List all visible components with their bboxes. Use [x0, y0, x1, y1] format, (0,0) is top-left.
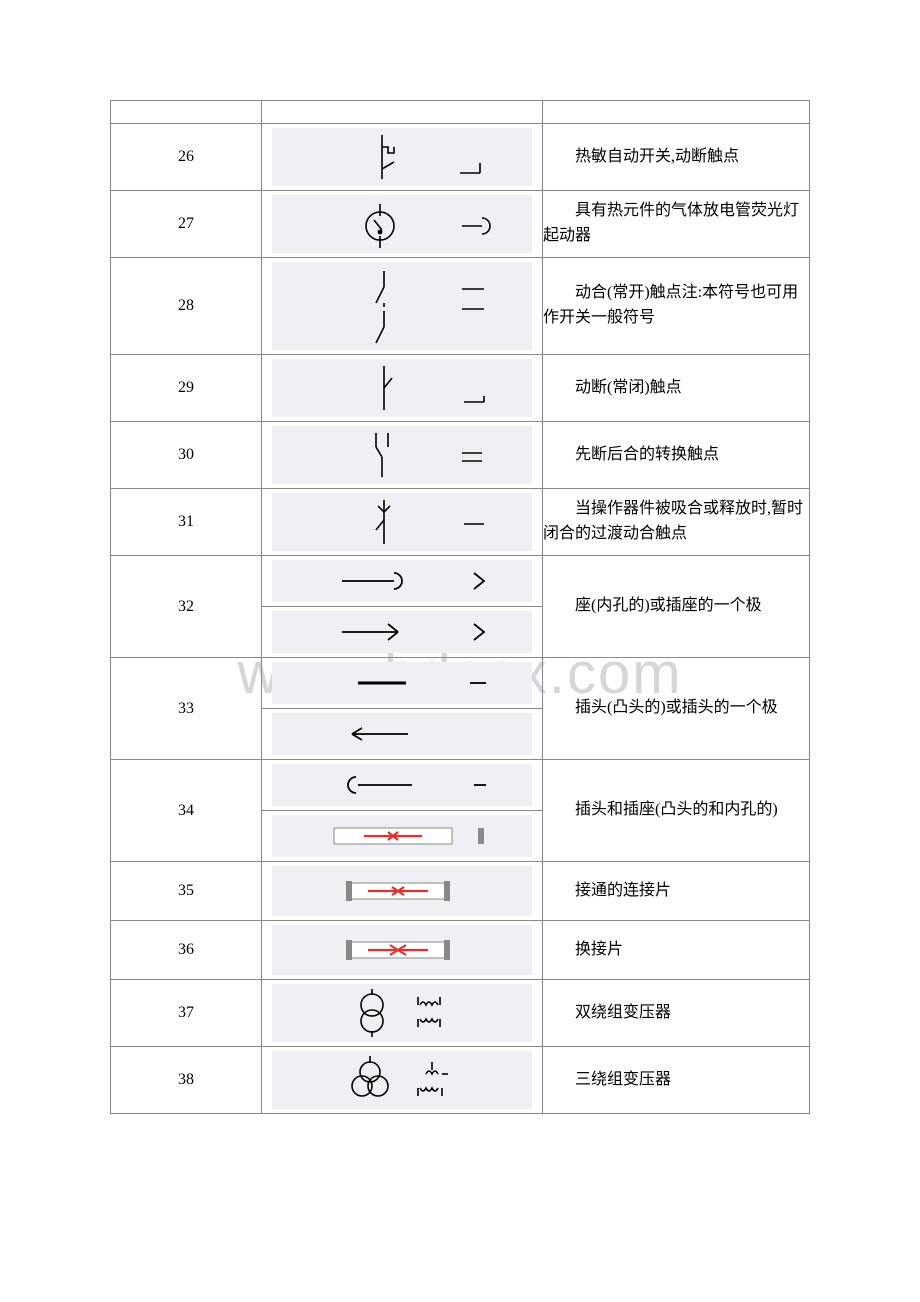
row-description: 热敏自动开关,动断触点 — [543, 124, 810, 191]
table-row: 34 插头和插座(凸头的和内孔的) — [111, 760, 810, 811]
symbol-fluorescent-starter — [272, 195, 532, 253]
row-number: 36 — [111, 921, 262, 980]
table-row: 28 — [111, 258, 810, 355]
row-number: 37 — [111, 980, 262, 1047]
symbol-socket-a — [272, 560, 532, 602]
row-description: 三绕组变压器 — [543, 1047, 810, 1114]
table-row: 31 当操作器件被吸合 — [111, 489, 810, 556]
table-row: 38 — [111, 1047, 810, 1114]
row-number: 28 — [111, 258, 262, 355]
row-number: 32 — [111, 556, 262, 658]
row-number: 38 — [111, 1047, 262, 1114]
symbol-changeover-contact — [272, 426, 532, 484]
symbol-connected-link — [272, 866, 532, 916]
table-row: 30 — [111, 422, 810, 489]
row-number: 26 — [111, 124, 262, 191]
row-number: 30 — [111, 422, 262, 489]
table-row: 36 换接片 — [111, 921, 810, 980]
row-description: 当操作器件被吸合或释放时,暂时闭合的过渡动合触点 — [543, 489, 810, 556]
table-row: 32 座(内孔的)或插座的一个极 — [111, 556, 810, 607]
row-description: 插头(凸头的)或插头的一个极 — [543, 658, 810, 760]
table-row: 37 — [111, 980, 810, 1047]
symbol-normally-closed-contact — [272, 359, 532, 417]
symbol-thermal-auto-switch — [272, 128, 532, 186]
row-description: 插头和插座(凸头的和内孔的) — [543, 760, 810, 862]
row-description: 动断(常闭)触点 — [543, 355, 810, 422]
row-number: 33 — [111, 658, 262, 760]
row-description: 接通的连接片 — [543, 862, 810, 921]
row-description: 具有热元件的气体放电管荧光灯起动器 — [543, 191, 810, 258]
symbol-socket-b — [272, 611, 532, 653]
row-number: 34 — [111, 760, 262, 862]
symbol-plug-a — [272, 662, 532, 704]
table-row: 33 插头(凸头的)或插头的一个极 — [111, 658, 810, 709]
row-description: 换接片 — [543, 921, 810, 980]
symbol-change-link — [272, 925, 532, 975]
symbol-two-winding-transformer — [272, 984, 532, 1042]
row-description: 双绕组变压器 — [543, 980, 810, 1047]
table-row: 35 接通的连接片 — [111, 862, 810, 921]
row-number: 31 — [111, 489, 262, 556]
row-description: 先断后合的转换触点 — [543, 422, 810, 489]
table-header-row — [111, 101, 810, 124]
symbol-transient-contact — [272, 493, 532, 551]
symbol-normally-open-contact — [272, 262, 532, 350]
row-number: 29 — [111, 355, 262, 422]
table-row: 26 热敏自动开关,动 — [111, 124, 810, 191]
table-row: 27 — [111, 191, 810, 258]
symbol-three-winding-transformer — [272, 1051, 532, 1109]
symbol-table: 26 热敏自动开关,动 — [110, 100, 810, 1114]
row-number: 27 — [111, 191, 262, 258]
row-description: 座(内孔的)或插座的一个极 — [543, 556, 810, 658]
row-description: 动合(常开)触点注:本符号也可用作开关一般符号 — [543, 258, 810, 355]
symbol-plug-socket-a — [272, 764, 532, 806]
row-number: 35 — [111, 862, 262, 921]
symbol-plug-b — [272, 713, 532, 755]
table-row: 29 动断(常闭)触点 — [111, 355, 810, 422]
symbol-plug-socket-b — [272, 815, 532, 857]
